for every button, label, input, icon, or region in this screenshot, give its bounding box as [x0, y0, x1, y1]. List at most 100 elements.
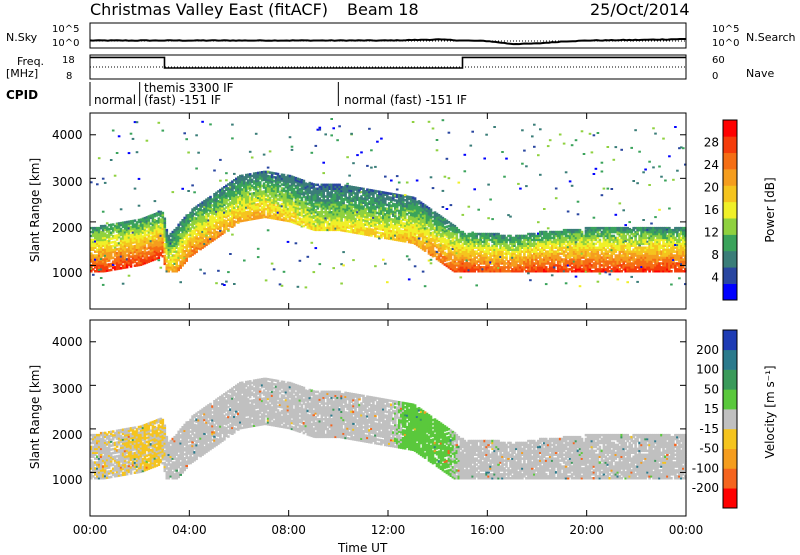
power-cell	[348, 175, 351, 177]
power-cell	[209, 123, 212, 125]
power-cell	[352, 259, 355, 261]
power-cell	[92, 274, 95, 276]
power-cell	[450, 204, 453, 206]
power-cell	[374, 166, 377, 168]
power-cell	[350, 133, 353, 135]
power-cell	[503, 176, 506, 178]
power-cell	[406, 255, 409, 257]
power-cell	[289, 136, 292, 138]
power-cell	[396, 189, 399, 191]
power-cell	[537, 154, 540, 156]
power-cell	[179, 281, 182, 283]
power-cell	[332, 267, 335, 269]
power-cell	[257, 256, 260, 258]
power-cell	[529, 279, 532, 281]
power-cell	[136, 151, 139, 153]
power-cell	[332, 127, 335, 129]
power-cell	[543, 208, 546, 210]
power-cell	[432, 128, 435, 130]
power-cell	[181, 188, 184, 190]
power-cell	[436, 149, 439, 151]
power-cell	[217, 270, 220, 272]
power-cell	[277, 202, 280, 205]
power-cell	[342, 251, 345, 253]
power-cell	[281, 285, 284, 287]
power-cell	[430, 259, 433, 261]
power-cell	[406, 182, 409, 184]
power-cell	[203, 272, 206, 274]
power-cell	[336, 139, 339, 141]
power-cell	[324, 133, 327, 135]
power-cell	[297, 286, 300, 288]
power-cell	[539, 174, 542, 176]
power-cell	[342, 264, 345, 266]
power-cell	[213, 170, 216, 172]
power-cell	[195, 168, 198, 170]
power-cell	[430, 209, 433, 212]
power-cell	[483, 158, 486, 160]
power-cell	[255, 133, 258, 135]
power-cell	[191, 184, 194, 186]
power-cell	[271, 263, 274, 265]
power-cell	[531, 135, 534, 137]
power-cell	[259, 181, 262, 184]
power-cell	[225, 179, 228, 181]
power-cell	[487, 184, 490, 186]
power-cell	[122, 283, 125, 285]
power-cell	[231, 124, 234, 126]
power-cell	[458, 182, 461, 184]
power-cell	[102, 284, 105, 286]
power-cell	[418, 238, 421, 240]
power-cell	[501, 151, 504, 153]
power-cell	[521, 129, 524, 131]
power-cell	[525, 165, 528, 167]
power-cell	[319, 129, 322, 131]
power-cell	[346, 183, 349, 185]
power-cell	[96, 183, 99, 185]
power-cell	[136, 121, 139, 123]
power-cell	[231, 234, 234, 236]
power-cell	[267, 167, 270, 169]
power-cell	[374, 265, 377, 267]
power-cell	[444, 176, 447, 178]
power-cell	[396, 175, 399, 177]
power-cell	[187, 152, 190, 154]
noise-panel-frame	[90, 23, 686, 48]
power-cell	[386, 281, 389, 283]
power-cell	[442, 206, 445, 208]
power-cell	[283, 271, 286, 273]
power-cell	[346, 156, 349, 158]
power-cell	[414, 197, 417, 200]
power-cell	[219, 159, 222, 161]
power-cell	[416, 180, 419, 182]
power-cell	[537, 221, 540, 223]
power-cell	[370, 167, 373, 169]
power-cell	[322, 162, 325, 164]
power-cell	[209, 196, 212, 199]
power-cell	[330, 134, 333, 136]
power-cell	[487, 217, 490, 219]
power-cell	[128, 152, 131, 154]
power-cell	[195, 134, 198, 136]
power-cell	[299, 260, 302, 262]
power-cell	[185, 138, 188, 140]
power-cell	[273, 268, 276, 270]
power-cell	[493, 126, 496, 128]
power-cell	[162, 130, 165, 132]
power-cell	[448, 132, 451, 134]
power-cell	[448, 177, 451, 179]
power-cell	[485, 134, 488, 136]
power-cell	[233, 173, 236, 175]
power-cell	[225, 172, 228, 174]
power-cell	[249, 151, 252, 153]
power-cell	[315, 145, 318, 147]
power-cell	[199, 269, 202, 271]
power-cell	[430, 176, 433, 178]
power-cell	[380, 138, 383, 140]
power-cell	[223, 284, 226, 286]
power-cell	[315, 247, 318, 249]
power-cell	[311, 152, 314, 154]
power-cell	[197, 152, 200, 154]
power-cell	[158, 259, 161, 261]
power-cell	[462, 214, 465, 216]
